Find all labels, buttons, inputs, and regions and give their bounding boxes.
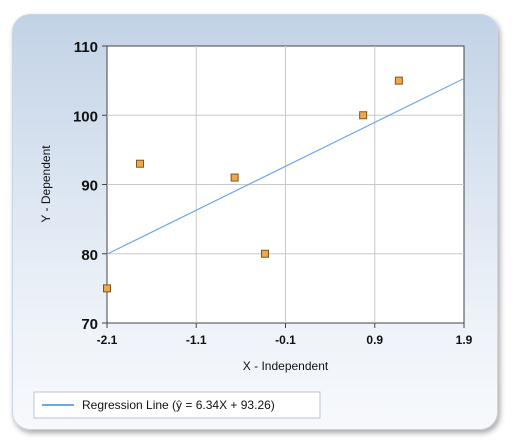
scatter-point (359, 111, 368, 120)
legend-label: Regression Line (ŷ = 6.34X + 93.26) (82, 398, 275, 412)
scatter-point (260, 249, 269, 258)
x-tick-label: -1.1 (186, 333, 207, 347)
grid-layer (107, 46, 464, 323)
x-tick-label: 0.9 (366, 333, 383, 347)
tick-layer: -2.1 -1.1 -0.1 0.9 1.9 70 80 90 100 110 (73, 39, 473, 347)
regression-line (106, 77, 465, 255)
scatter-point (103, 284, 111, 293)
x-tick-label: 1.9 (456, 333, 473, 347)
scatter-point (394, 76, 403, 85)
y-axis-title: Y - Dependent (39, 145, 53, 223)
y-tick-label: 90 (81, 178, 98, 195)
legend-box (33, 391, 321, 419)
scatter-point (136, 159, 145, 168)
x-tick-label: -0.1 (275, 333, 296, 347)
point-layer (103, 76, 403, 293)
x-tick-label: -2.1 (97, 333, 118, 347)
regression-layer (106, 77, 465, 255)
y-tick-label: 80 (81, 247, 98, 264)
y-tick-label: 110 (74, 39, 98, 56)
y-tick-label: 100 (73, 108, 98, 125)
y-tick-label: 70 (81, 316, 98, 333)
x-axis-title: X - Independent (243, 359, 329, 373)
scatter-point (230, 173, 239, 182)
legend: Regression Line (ŷ = 6.34X + 93.26) (33, 391, 321, 419)
